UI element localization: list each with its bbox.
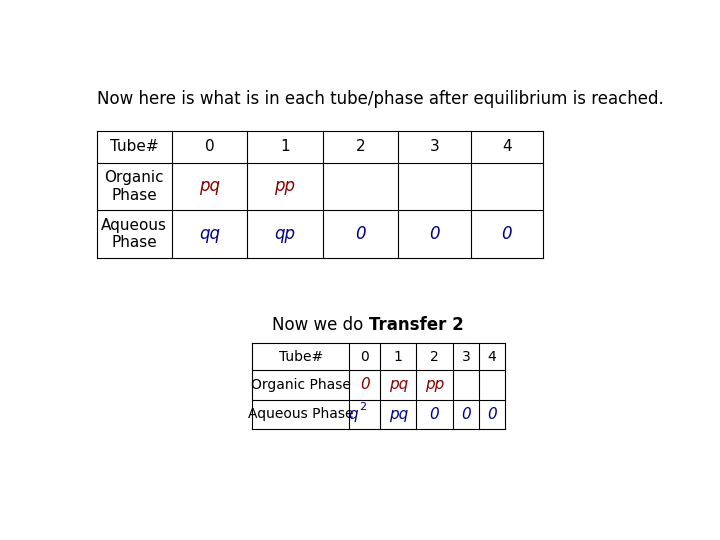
- Text: 0: 0: [355, 225, 366, 243]
- Text: 2: 2: [359, 402, 366, 411]
- Text: 2: 2: [356, 139, 365, 154]
- Text: Aqueous
Phase: Aqueous Phase: [102, 218, 167, 251]
- Text: pp: pp: [425, 377, 444, 393]
- Text: 2: 2: [430, 350, 439, 364]
- Text: Now here is what is in each tube/phase after equilibrium is reached.: Now here is what is in each tube/phase a…: [96, 90, 663, 108]
- Text: 4: 4: [502, 139, 512, 154]
- Text: 4: 4: [487, 350, 496, 364]
- Text: 0: 0: [205, 139, 215, 154]
- Text: Aqueous Phase: Aqueous Phase: [248, 407, 354, 421]
- Text: pp: pp: [274, 178, 295, 195]
- Text: 3: 3: [429, 139, 439, 154]
- Text: 1: 1: [280, 139, 290, 154]
- Text: 0: 0: [502, 225, 512, 243]
- Text: pq: pq: [389, 407, 408, 422]
- Text: 0: 0: [361, 350, 369, 364]
- Text: 0: 0: [429, 225, 440, 243]
- Text: Now we do: Now we do: [272, 316, 369, 334]
- Text: Tube#: Tube#: [110, 139, 158, 154]
- Text: 0: 0: [360, 377, 369, 393]
- Text: 3: 3: [462, 350, 470, 364]
- Text: Tube#: Tube#: [279, 350, 323, 364]
- Text: pq: pq: [389, 377, 408, 393]
- Text: Organic
Phase: Organic Phase: [104, 170, 164, 202]
- Text: Organic Phase: Organic Phase: [251, 378, 351, 392]
- Text: Transfer 2: Transfer 2: [369, 316, 464, 334]
- Text: 0: 0: [461, 407, 471, 422]
- Text: qp: qp: [274, 225, 295, 243]
- Text: pq: pq: [199, 178, 220, 195]
- Text: q: q: [348, 407, 358, 422]
- Text: 1: 1: [394, 350, 402, 364]
- Text: qq: qq: [199, 225, 220, 243]
- Text: 0: 0: [430, 407, 439, 422]
- Text: 0: 0: [487, 407, 497, 422]
